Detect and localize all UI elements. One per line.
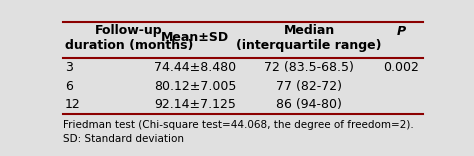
Text: 3: 3	[65, 61, 73, 74]
Text: Mean±SD: Mean±SD	[161, 32, 229, 44]
Text: 6: 6	[65, 80, 73, 93]
Text: 72 (83.5-68.5): 72 (83.5-68.5)	[264, 61, 354, 74]
Text: Friedman test (Chi-square test=44.068, the degree of freedom=2).: Friedman test (Chi-square test=44.068, t…	[63, 120, 414, 130]
Text: Follow-up
duration (months): Follow-up duration (months)	[65, 24, 193, 52]
Text: 74.44±8.480: 74.44±8.480	[154, 61, 236, 74]
Text: 77 (82-72): 77 (82-72)	[276, 80, 342, 93]
Text: P: P	[396, 25, 405, 38]
Text: 0.002: 0.002	[383, 61, 419, 74]
Text: 12: 12	[65, 98, 81, 111]
Text: 92.14±7.125: 92.14±7.125	[154, 98, 236, 111]
Text: 80.12±7.005: 80.12±7.005	[154, 80, 237, 93]
Text: 86 (94-80): 86 (94-80)	[276, 98, 342, 111]
Text: SD: Standard deviation: SD: Standard deviation	[63, 134, 184, 144]
Text: Median
(interquartile range): Median (interquartile range)	[237, 24, 382, 52]
